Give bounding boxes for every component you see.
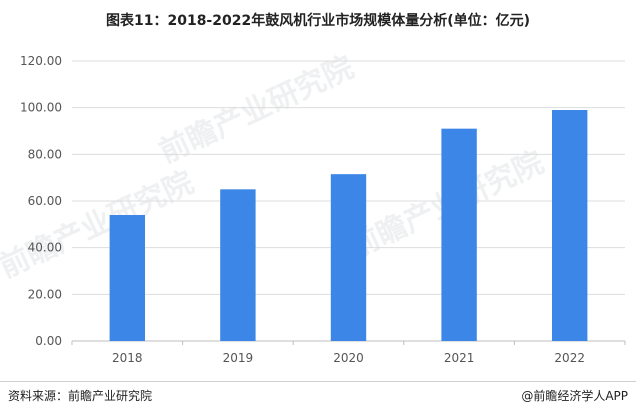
- y-tick-label: 80.00: [28, 147, 62, 161]
- bar-2022: [552, 110, 588, 341]
- y-tick-label: 40.00: [28, 241, 62, 255]
- y-tick-label: 120.00: [20, 54, 62, 68]
- x-tick-label: 2021: [444, 351, 475, 365]
- brand-credit: @前瞻经济学人APP: [521, 389, 628, 403]
- x-tick-label: 2020: [333, 351, 364, 365]
- x-tick-label: 2022: [554, 351, 585, 365]
- source-note: 资料来源：前瞻产业研究院: [8, 389, 153, 403]
- y-tick-label: 0.00: [35, 334, 62, 348]
- bar-2019: [220, 189, 256, 341]
- bar-2021: [441, 128, 477, 341]
- bar-2018: [109, 215, 145, 341]
- y-tick-label: 100.00: [20, 101, 62, 115]
- bar-2020: [330, 174, 367, 341]
- x-tick-label: 2019: [223, 351, 254, 365]
- chart-title: 图表11：2018-2022年鼓风机行业市场规模体量分析(单位：亿元): [105, 13, 531, 29]
- bar-chart: 0.00 20.00 40.00 60.00 80.00 100.00 120.00 2018…: [20, 54, 626, 365]
- footer-divider: [0, 381, 636, 382]
- x-tick-label: 2018: [112, 351, 143, 365]
- y-tick-label: 20.00: [28, 287, 62, 301]
- y-tick-label: 60.00: [28, 194, 62, 208]
